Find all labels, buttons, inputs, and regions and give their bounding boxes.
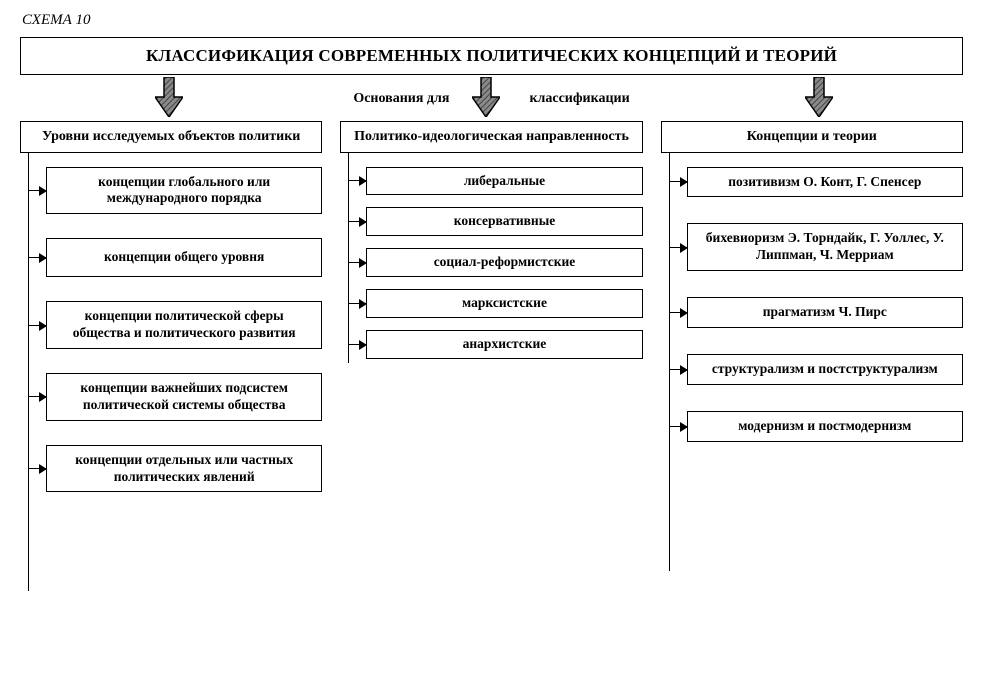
- columns-container: Уровни исследуемых объектов политики кон…: [20, 121, 963, 504]
- item-box: концепции политической сферы общества и …: [46, 301, 322, 349]
- column-items: концепции глобального или международного…: [20, 167, 322, 505]
- list-item: концепции общего уровня: [46, 238, 322, 277]
- connector-arrow-icon: [348, 180, 366, 181]
- item-box: бихевиоризм Э. Торндайк, Г. Уоллес, У. Л…: [687, 223, 963, 271]
- tree-spine: [28, 153, 29, 591]
- connector-arrow-icon: [669, 369, 687, 370]
- item-box: позитивизм О. Конт, Г. Спенсер: [687, 167, 963, 198]
- list-item: либеральные: [366, 167, 642, 196]
- connector-arrow-icon: [28, 325, 46, 326]
- connector-arrow-icon: [28, 468, 46, 469]
- subtitle-right: классификации: [529, 91, 629, 107]
- tree-spine: [669, 153, 670, 571]
- item-box: модернизм и постмодернизм: [687, 411, 963, 442]
- column-items: позитивизм О. Конт, Г. Спенсер бихевиори…: [661, 167, 963, 454]
- list-item: бихевиоризм Э. Торндайк, Г. Уоллес, У. Л…: [687, 223, 963, 271]
- item-box: прагматизм Ч. Пирс: [687, 297, 963, 328]
- column-header: Концепции и теории: [661, 121, 963, 153]
- column-header: Политико-идеологическая направленность: [340, 121, 642, 153]
- column-levels: Уровни исследуемых объектов политики кон…: [20, 121, 322, 504]
- tree-spine: [348, 153, 349, 363]
- list-item: социал-реформистские: [366, 248, 642, 277]
- connector-arrow-icon: [28, 396, 46, 397]
- connector-arrow-icon: [28, 190, 46, 191]
- item-box: анархистские: [366, 330, 642, 359]
- column-ideology: Политико-идеологическая направленность л…: [340, 121, 642, 371]
- subtitle-left: Основания для: [353, 91, 449, 107]
- item-box: концепции глобального или международного…: [46, 167, 322, 215]
- list-item: структурализм и постструктурализм: [687, 354, 963, 385]
- list-item: анархистские: [366, 330, 642, 359]
- item-box: марксистские: [366, 289, 642, 318]
- list-item: позитивизм О. Конт, Г. Спенсер: [687, 167, 963, 198]
- item-box: социал-реформистские: [366, 248, 642, 277]
- item-box: либеральные: [366, 167, 642, 196]
- list-item: концепции глобального или международного…: [46, 167, 322, 215]
- connector-arrow-icon: [669, 426, 687, 427]
- column-items: либеральные консервативные социал-реформ…: [340, 167, 642, 371]
- connector-arrow-icon: [669, 247, 687, 248]
- connector-arrow-icon: [348, 221, 366, 222]
- list-item: концепции отдельных или частных политиче…: [46, 445, 322, 493]
- item-box: консервативные: [366, 207, 642, 236]
- item-box: концепции важнейших подсистем политическ…: [46, 373, 322, 421]
- item-box: концепции общего уровня: [46, 238, 322, 277]
- connector-arrow-icon: [348, 344, 366, 345]
- item-box: структурализм и постструктурализм: [687, 354, 963, 385]
- list-item: прагматизм Ч. Пирс: [687, 297, 963, 328]
- connector-arrow-icon: [669, 312, 687, 313]
- list-item: модернизм и постмодернизм: [687, 411, 963, 442]
- list-item: марксистские: [366, 289, 642, 318]
- list-item: консервативные: [366, 207, 642, 236]
- column-header: Уровни исследуемых объектов политики: [20, 121, 322, 153]
- list-item: концепции важнейших подсистем политическ…: [46, 373, 322, 421]
- connector-arrow-icon: [348, 303, 366, 304]
- item-box: концепции отдельных или частных политиче…: [46, 445, 322, 493]
- connector-arrow-icon: [348, 262, 366, 263]
- list-item: концепции политической сферы общества и …: [46, 301, 322, 349]
- diagram-title: КЛАССИФИКАЦИЯ СОВРЕМЕННЫХ ПОЛИТИЧЕСКИХ К…: [20, 37, 963, 75]
- column-theories: Концепции и теории позитивизм О. Конт, Г…: [661, 121, 963, 454]
- caption-label: СХЕМА 10: [22, 12, 963, 29]
- connector-arrow-icon: [28, 257, 46, 258]
- connector-arrow-icon: [669, 181, 687, 182]
